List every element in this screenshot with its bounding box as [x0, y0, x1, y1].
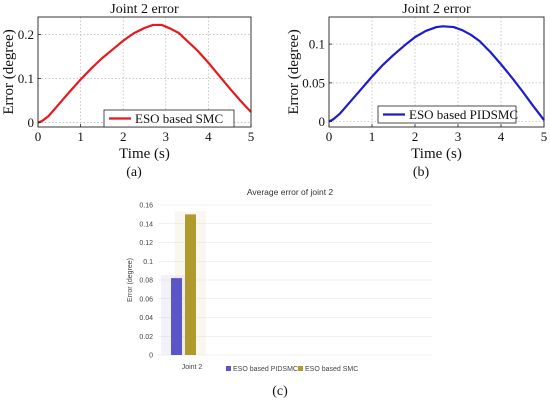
x-tick-label: 4 — [205, 129, 212, 144]
y-tick-label: 0.1 — [309, 37, 325, 52]
y-tick-label: 0.05 — [302, 75, 325, 90]
x-axis-label: Time (s) — [119, 146, 170, 162]
line-chart-a: 0 1 2 3 4 5 0 0.1 0.2 Joint 2 error Time (s) Error … — [1, 2, 254, 162]
chart-title: Joint 2 error — [110, 2, 179, 17]
series-line — [37, 23, 252, 124]
x-tick-label: 0 — [326, 129, 333, 144]
legend-label: ESO based SMC — [135, 111, 223, 126]
bar-chart-c: Average error of joint 2 0 0.02 0.04 0.06 0.0… — [127, 187, 432, 373]
y-tick-label: 0.08 — [139, 278, 153, 285]
legend-swatch — [298, 366, 303, 371]
legend-label: ESO based PIDSMC — [233, 366, 298, 373]
y-tick-label: 0.1 — [18, 71, 34, 86]
panel-label-a: (a) — [126, 165, 142, 180]
x-tick-label: 1 — [369, 129, 376, 144]
x-axis-label: Time (s) — [411, 146, 462, 162]
legend-label: ESO based PIDSMC — [409, 107, 518, 122]
x-tick-label: 1 — [77, 129, 84, 144]
line-chart-b: 0 1 2 3 4 5 0 0.05 0.1 Joint 2 error Time (s) Error… — [286, 2, 547, 162]
x-tick-label: 4 — [498, 129, 505, 144]
panel-label-b: (b) — [413, 165, 430, 180]
y-tick-label: 0.04 — [139, 315, 153, 322]
x-tick-label: 0 — [35, 129, 42, 144]
y-tick-label: 0.02 — [139, 334, 153, 341]
y-tick-label: 0.2 — [18, 27, 34, 42]
plot-frame — [328, 16, 545, 128]
y-axis-label: Error (degree) — [1, 29, 17, 114]
legend-box — [103, 109, 235, 128]
x-tick-label: 2 — [412, 129, 419, 144]
x-tick-label: 3 — [455, 129, 462, 144]
y-tick-label: 0 — [319, 114, 326, 129]
y-axis-label: Error (degree) — [127, 258, 134, 302]
legend-box — [377, 105, 517, 124]
y-axis-label: Error (degree) — [286, 29, 302, 114]
panel-label-c: (c) — [272, 384, 288, 399]
legend-swatch — [226, 366, 231, 371]
legend-label: ESO based SMC — [305, 366, 358, 373]
chart-title: Joint 2 error — [402, 2, 471, 17]
y-tick-label: 0.16 — [139, 203, 153, 210]
series-line — [328, 25, 545, 123]
x-tick-label: 5 — [248, 129, 255, 144]
y-tick-label: 0.14 — [139, 221, 153, 228]
y-tick-label: 0.1 — [143, 259, 153, 266]
y-tick-label: 0.06 — [139, 296, 153, 303]
x-tick-label: 5 — [541, 129, 548, 144]
bar — [171, 278, 182, 355]
y-tick-label: 0 — [149, 353, 153, 360]
y-tick-label: 0.12 — [139, 240, 153, 247]
chart-title: Average error of joint 2 — [247, 187, 334, 197]
x-tick-label: 2 — [120, 129, 127, 144]
x-tick-label: 3 — [163, 129, 170, 144]
bar — [185, 214, 196, 355]
x-tick-label: Joint 2 — [182, 364, 203, 371]
y-tick-label: 0 — [28, 115, 35, 130]
